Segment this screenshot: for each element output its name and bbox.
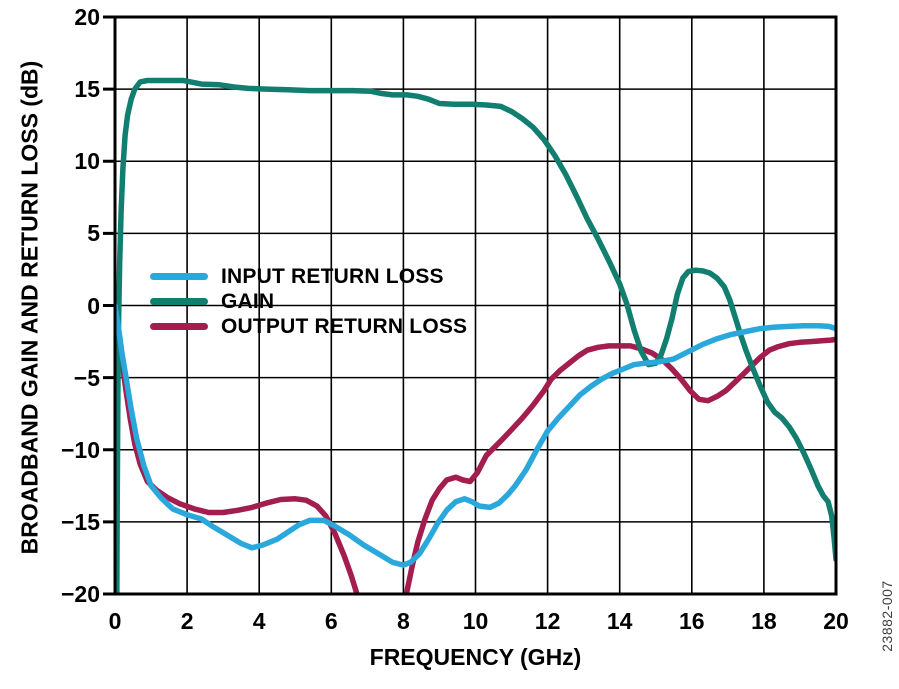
gain-line-swatch	[150, 298, 208, 305]
plot-frame	[113, 15, 838, 596]
series-line-output-return-loss	[114, 302, 837, 595]
y-tick-label: 10	[74, 148, 100, 175]
x-axis-title: FREQUENCY (GHz)	[369, 644, 582, 670]
x-tick-label: 2	[180, 608, 194, 634]
y-tick-label: 0	[87, 292, 100, 319]
y-tick-label: −15	[60, 508, 100, 535]
series-line-gain	[114, 77, 837, 595]
y-tick-label: 15	[74, 76, 100, 103]
x-tick-label: 4	[252, 608, 266, 634]
x-tick-label: 14	[606, 608, 633, 634]
input-return-loss-line-swatch	[150, 273, 208, 280]
figure-number-label: 23882-007	[879, 580, 895, 652]
y-tick-label: 5	[87, 220, 100, 247]
x-tick-label: 12	[534, 608, 561, 634]
legend-label: INPUT RETURN LOSS	[221, 264, 444, 288]
y-tick-label: −5	[73, 364, 100, 391]
x-tick-label: 8	[396, 608, 410, 634]
x-tick-label: 6	[324, 608, 338, 634]
legend-item-gain: GAIN	[150, 289, 467, 314]
y-tick-label: −10	[60, 436, 100, 463]
output-return-loss-line-swatch	[150, 323, 208, 330]
x-tick-label: 18	[751, 608, 777, 634]
chart-legend: INPUT RETURN LOSS GAIN OUTPUT RETURN LOS…	[150, 264, 467, 339]
x-tick-label: 10	[462, 608, 489, 634]
series-line-input-return-loss	[114, 302, 837, 568]
legend-item-input-return-loss: INPUT RETURN LOSS	[150, 264, 467, 289]
x-tick-label: 16	[679, 608, 705, 634]
legend-item-output-return-loss: OUTPUT RETURN LOSS	[150, 314, 467, 339]
x-tick-label: 20	[823, 608, 849, 634]
y-tick-label: −20	[60, 581, 100, 607]
x-tick-label: 0	[108, 608, 122, 634]
legend-label: OUTPUT RETURN LOSS	[221, 314, 468, 338]
y-tick-label: 20	[74, 4, 100, 30]
legend-label: GAIN	[221, 289, 275, 313]
